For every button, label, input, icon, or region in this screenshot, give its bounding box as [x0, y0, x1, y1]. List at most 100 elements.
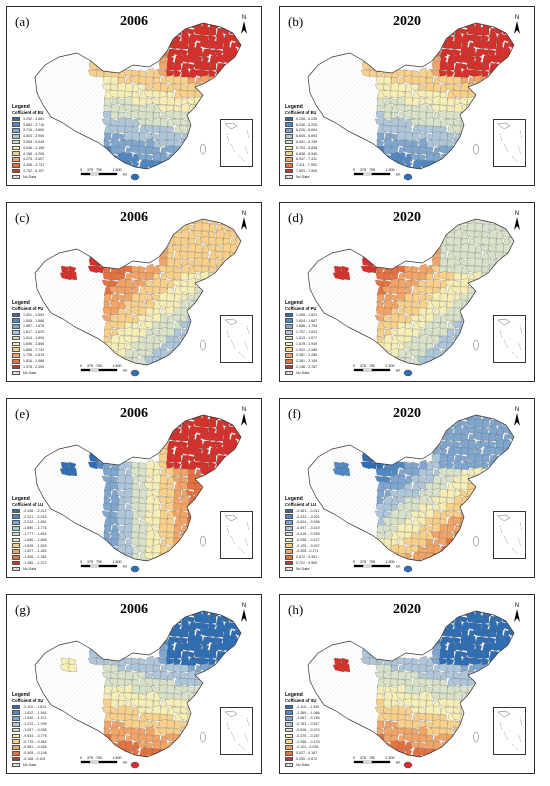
- prefecture-cell: [418, 664, 427, 673]
- prefecture-cell: [159, 348, 169, 359]
- legend-range: 1.856 - 1.734: [23, 347, 45, 352]
- prefecture-cell: [207, 145, 218, 155]
- prefecture-cell: [467, 439, 477, 450]
- prefecture-cell: [101, 741, 112, 750]
- prefecture-cell: [495, 691, 505, 703]
- legend-swatch: [285, 370, 293, 376]
- north-label: N: [242, 211, 246, 217]
- prefecture-cell: [424, 552, 434, 561]
- prefecture-cell: [131, 166, 141, 169]
- prefecture-cell: [207, 40, 218, 50]
- legend-item: 1.617 - 1.620: [12, 329, 72, 335]
- prefecture-cell: [222, 264, 232, 276]
- legend-title: Legend: [285, 496, 303, 502]
- prefecture-cell: [445, 236, 456, 246]
- prefecture-cell: [389, 321, 399, 330]
- prefecture-cell: [201, 356, 210, 365]
- south-china-sea-inset: [493, 315, 526, 363]
- prefecture-cell: [244, 756, 251, 764]
- prefecture-cell: [389, 678, 399, 687]
- prefecture-cell: [222, 664, 231, 674]
- prefecture-cell: [502, 251, 511, 260]
- legend-swatch: [285, 543, 293, 548]
- scale-label: 0: [80, 364, 82, 368]
- prefecture-cell: [488, 102, 499, 114]
- prefecture-cell: [488, 293, 497, 304]
- prefecture-cell: [517, 651, 524, 659]
- prefecture-cell: [446, 720, 455, 730]
- prefecture-cell: [193, 753, 205, 757]
- prefecture-cell: [103, 720, 112, 730]
- prefecture-cell: [411, 97, 420, 107]
- prefecture-cell: [389, 482, 399, 491]
- prefecture-cell: [244, 89, 253, 100]
- legend-item: -0.006 - 0.171: [285, 549, 345, 555]
- prefecture-cell: [186, 286, 196, 295]
- prefecture-cell: [229, 635, 239, 646]
- scale-label: 0: [353, 168, 355, 172]
- prefecture-cell: [186, 160, 196, 169]
- prefecture-cell: [493, 685, 504, 694]
- prefecture-cell: [173, 550, 184, 561]
- legend-swatch: [285, 168, 293, 174]
- prefecture-cell: [159, 544, 169, 555]
- prefecture-cell: [207, 698, 218, 708]
- prefecture-cell: [220, 650, 231, 659]
- legend-swatch: [285, 162, 293, 168]
- prefecture-cell: [208, 515, 219, 528]
- prefecture-cell: [206, 83, 217, 92]
- prefecture-cell: [138, 720, 147, 730]
- prefecture-cell: [137, 75, 148, 85]
- prefecture-cell: [173, 167, 182, 169]
- prefecture-cell: [340, 663, 351, 673]
- legend-swatch: [285, 727, 293, 733]
- prefecture-cell: [340, 467, 351, 477]
- prefecture-cell: [375, 663, 386, 673]
- legend-item: 1.695 - 1.856: [12, 341, 72, 347]
- legend-range: 4.046 - 4.158: [23, 145, 45, 150]
- prefecture-cell: [460, 146, 469, 156]
- prefecture-cell: [235, 426, 241, 435]
- prefecture-cell: [509, 684, 514, 694]
- prefecture-cell: [432, 243, 442, 254]
- legend-swatch: [285, 151, 293, 156]
- prefecture-cell: [481, 27, 490, 37]
- prefecture-cell: [383, 734, 392, 743]
- prefecture-cell: [206, 349, 217, 358]
- prefecture-cell: [186, 125, 196, 134]
- prefecture-cell: [500, 69, 511, 78]
- prefecture-cell: [517, 642, 526, 653]
- prefecture-cell: [131, 558, 141, 561]
- prefecture-cell: [418, 538, 427, 547]
- prefecture-cell: [493, 258, 504, 267]
- country-border: [307, 610, 515, 758]
- prefecture-cell: [410, 537, 421, 547]
- prefecture-cell: [467, 152, 477, 163]
- prefecture-cell: [418, 307, 427, 316]
- prefecture-cell: [453, 468, 462, 477]
- prefecture-cell: [243, 76, 252, 84]
- prefecture-cell: [143, 481, 155, 491]
- prefecture-cell: [143, 677, 155, 687]
- prefecture-cell: [446, 746, 457, 757]
- scale-label: 1,500: [386, 364, 395, 368]
- prefecture-cell: [487, 475, 497, 484]
- prefecture-cell: [206, 545, 217, 554]
- legend-item: 4.408 - 4.731: [12, 162, 72, 168]
- scale-unit: km: [396, 761, 401, 765]
- prefecture-cell: [151, 356, 161, 365]
- prefecture-cell: [166, 754, 176, 757]
- prefecture-cell: [404, 166, 414, 169]
- legend-subtitle: Cofficient of SU: [12, 698, 44, 703]
- prefecture-cell: [201, 292, 211, 302]
- prefecture-cell: [508, 426, 514, 435]
- prefecture-cell: [486, 285, 498, 295]
- map-panel-g: (g) 2006 N Legend Cofficient of SU -2.110 - -…: [6, 594, 262, 774]
- prefecture-cell: [244, 285, 253, 296]
- prefecture-cell: [151, 482, 161, 491]
- prefecture-cell: [481, 685, 490, 695]
- prefecture-cell: [242, 49, 251, 56]
- scale-label: 1,500: [113, 168, 122, 172]
- prefecture-cell: [172, 271, 183, 281]
